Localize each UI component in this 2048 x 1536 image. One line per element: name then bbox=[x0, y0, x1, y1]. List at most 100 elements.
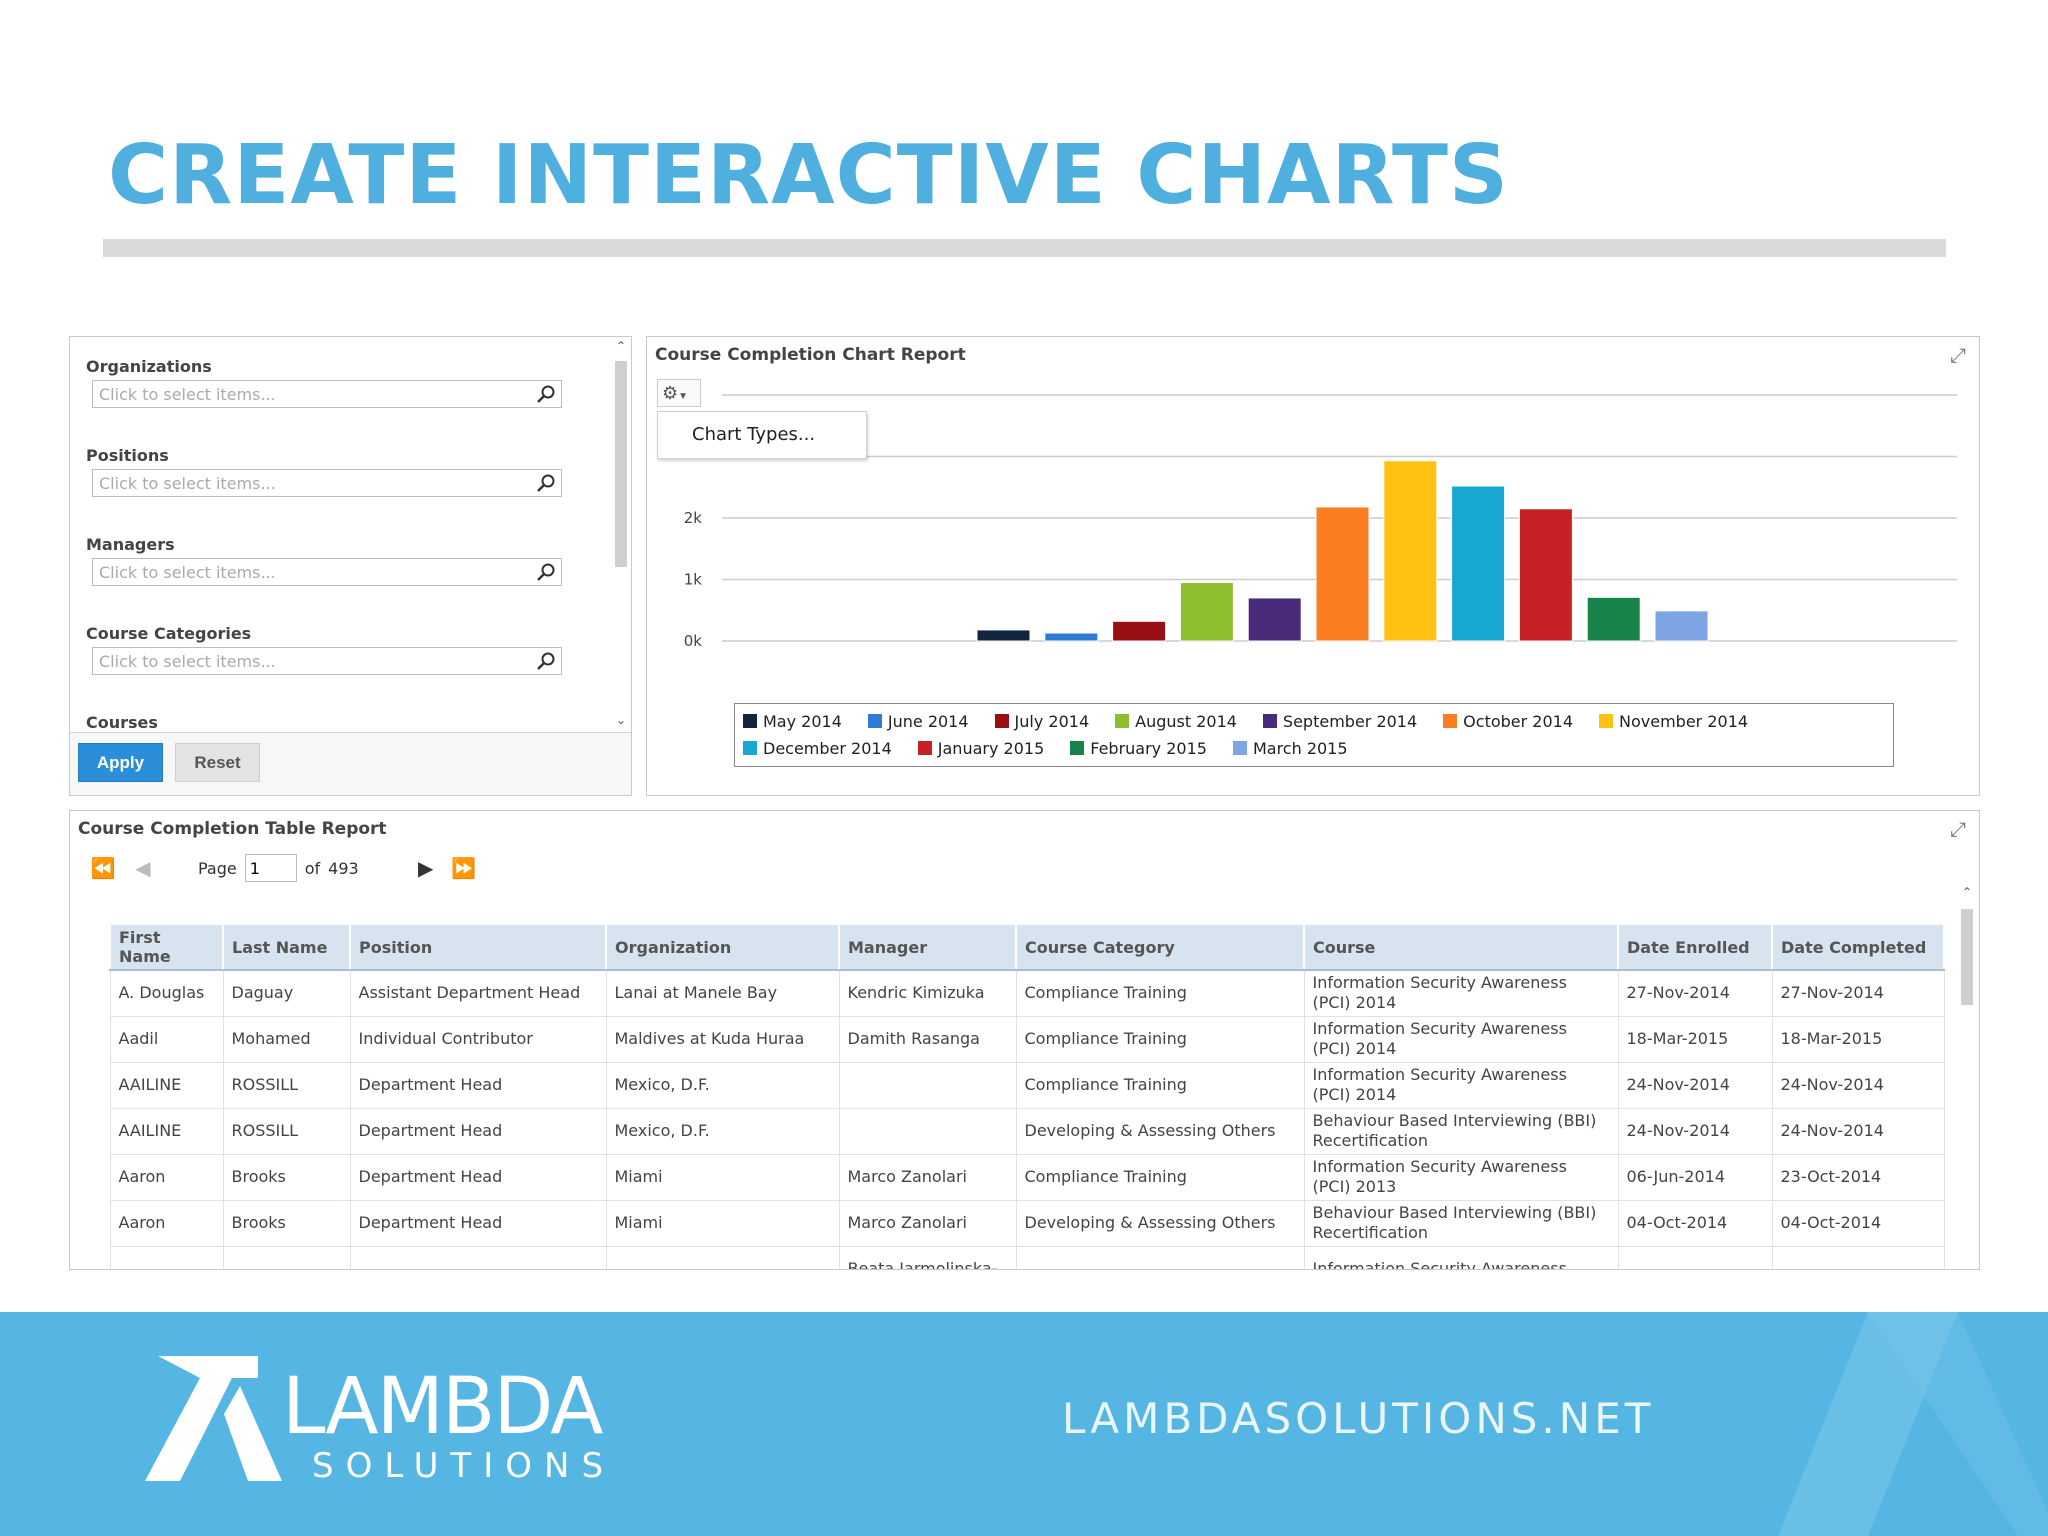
legend-item[interactable]: August 2014 bbox=[1115, 710, 1237, 732]
search-icon[interactable] bbox=[536, 473, 556, 493]
filter-label: Managers bbox=[86, 535, 175, 554]
chart-options-menu: Chart Types... bbox=[657, 411, 867, 459]
column-header[interactable]: Date Completed bbox=[1771, 923, 1945, 971]
filter-scrollbar[interactable]: ⌃ ⌄ bbox=[611, 339, 631, 731]
prev-page-icon[interactable]: ◀ bbox=[135, 856, 151, 880]
table-row[interactable]: Aaron Brooks Department Head Miami Marco Zan… bbox=[109, 1153, 1945, 1201]
table-cell bbox=[349, 1245, 607, 1269]
table-row[interactable]: Aaron Brooks Department Head Miami Marco Zan… bbox=[109, 1199, 1945, 1247]
table-cell: AAILINE bbox=[109, 1107, 224, 1155]
chart-bar[interactable] bbox=[1315, 506, 1370, 642]
legend-label: December 2014 bbox=[763, 738, 892, 758]
course-categories-input[interactable] bbox=[93, 648, 561, 674]
table-cell: Assistant Department Head bbox=[349, 969, 607, 1017]
table-cell bbox=[1617, 1245, 1773, 1269]
chart-bar[interactable] bbox=[1518, 508, 1573, 642]
legend-label: January 2015 bbox=[937, 738, 1045, 758]
table-row[interactable]: Aadil Mohamed Individual Contributor Maldiv… bbox=[109, 1015, 1945, 1063]
legend-item[interactable]: June 2014 bbox=[867, 710, 969, 732]
legend-item[interactable]: July 2014 bbox=[994, 710, 1089, 732]
legend-label: May 2014 bbox=[763, 711, 842, 731]
table-row[interactable]: AAILINE ROSSILL Department Head Mexico, D.F… bbox=[109, 1107, 1945, 1155]
column-header[interactable]: Course Category bbox=[1015, 923, 1305, 971]
legend-item[interactable]: October 2014 bbox=[1443, 710, 1573, 732]
table-cell: Developing & Assessing Others bbox=[1015, 1107, 1305, 1155]
table-cell bbox=[1771, 1245, 1945, 1269]
column-header[interactable]: First Name bbox=[109, 923, 224, 971]
filter-label: Course Categories bbox=[86, 624, 252, 643]
chart-bar[interactable] bbox=[1044, 632, 1099, 642]
chart-options-button[interactable]: ⚙▼ bbox=[657, 379, 701, 407]
chart-bar[interactable] bbox=[1383, 460, 1438, 642]
reset-button[interactable]: Reset bbox=[175, 743, 260, 782]
table-cell: Developing & Assessing Others bbox=[1015, 1199, 1305, 1247]
last-page-icon[interactable]: ⏩ bbox=[451, 856, 477, 880]
table-cell: 18-Mar-2015 bbox=[1617, 1015, 1773, 1063]
positions-input[interactable] bbox=[93, 470, 561, 496]
column-header[interactable]: Date Enrolled bbox=[1617, 923, 1773, 971]
column-header[interactable]: Last Name bbox=[222, 923, 351, 971]
table-scrollbar[interactable]: ⌃ bbox=[1957, 885, 1977, 1265]
table-cell: Miami bbox=[605, 1153, 840, 1201]
legend-swatch bbox=[1443, 714, 1458, 728]
table-cell bbox=[222, 1245, 351, 1269]
table-cell: Compliance Training bbox=[1015, 1061, 1305, 1109]
chart-types-menu-item[interactable]: Chart Types... bbox=[692, 424, 816, 445]
table-row[interactable]: A. Douglas Daguay Assistant Department Hea… bbox=[109, 969, 1945, 1017]
page-number-input[interactable] bbox=[244, 854, 297, 882]
legend-swatch bbox=[1115, 714, 1130, 728]
scroll-thumb[interactable] bbox=[1961, 909, 1973, 1005]
chart-bar[interactable] bbox=[1179, 582, 1234, 642]
legend-label: June 2014 bbox=[887, 711, 969, 731]
legend-item[interactable]: January 2015 bbox=[917, 737, 1045, 759]
column-header[interactable]: Course bbox=[1303, 923, 1619, 971]
website-url[interactable]: LAMBDASOLUTIONS.NET bbox=[1062, 1394, 1655, 1443]
table-row[interactable]: Beata Jarmolinska- Information Security A… bbox=[109, 1245, 1945, 1269]
legend-item[interactable]: December 2014 bbox=[743, 737, 892, 759]
table-cell: ROSSILL bbox=[222, 1061, 351, 1109]
column-header[interactable]: Position bbox=[349, 923, 607, 971]
legend-item[interactable]: November 2014 bbox=[1599, 710, 1748, 732]
chart-bar[interactable] bbox=[1586, 596, 1641, 642]
column-header[interactable]: Organization bbox=[605, 923, 840, 971]
chart-bar[interactable] bbox=[1654, 610, 1709, 642]
table-cell: Information Security Awareness (PCI) 201… bbox=[1303, 969, 1619, 1017]
scroll-down-icon[interactable]: ⌄ bbox=[615, 713, 627, 727]
table-cell: Compliance Training bbox=[1015, 969, 1305, 1017]
table-cell: Information Security Awareness (PCI) 201… bbox=[1303, 1153, 1619, 1201]
slide-title: CREATE INTERACTIVE CHARTS bbox=[108, 128, 1509, 223]
organizations-input-wrap bbox=[92, 380, 562, 408]
table-cell: Daguay bbox=[222, 969, 351, 1017]
legend-item[interactable]: February 2015 bbox=[1070, 737, 1207, 759]
table-panel-title: Course Completion Table Report bbox=[78, 819, 387, 839]
scroll-thumb[interactable] bbox=[615, 361, 627, 567]
expand-icon[interactable]: ⤢ bbox=[1950, 345, 1966, 367]
organizations-input[interactable] bbox=[93, 381, 561, 407]
scroll-up-icon[interactable]: ⌃ bbox=[1961, 885, 1973, 899]
chart-bar[interactable] bbox=[1112, 620, 1167, 642]
legend-item[interactable]: March 2015 bbox=[1232, 737, 1348, 759]
legend-label: October 2014 bbox=[1463, 711, 1574, 731]
filter-footer: Apply Reset bbox=[70, 732, 631, 795]
apply-button[interactable]: Apply bbox=[78, 743, 163, 782]
legend-item[interactable]: September 2014 bbox=[1262, 710, 1417, 732]
table-cell: Department Head bbox=[349, 1061, 607, 1109]
expand-icon[interactable]: ⤢ bbox=[1950, 819, 1966, 841]
managers-input[interactable] bbox=[93, 559, 561, 585]
chart-bar[interactable] bbox=[1247, 597, 1302, 642]
search-icon[interactable] bbox=[536, 384, 556, 404]
column-header[interactable]: Manager bbox=[838, 923, 1017, 971]
table-cell: Behaviour Based Interviewing (BBI) Recer… bbox=[1303, 1199, 1619, 1247]
chart-bar[interactable] bbox=[1451, 485, 1506, 642]
table-cell: ROSSILL bbox=[222, 1107, 351, 1155]
table-cell: Aadil bbox=[109, 1015, 224, 1063]
next-page-icon[interactable]: ▶ bbox=[418, 856, 434, 880]
chart-bar[interactable] bbox=[976, 629, 1031, 642]
scroll-up-icon[interactable]: ⌃ bbox=[615, 339, 627, 353]
table-cell: Damith Rasanga bbox=[838, 1015, 1017, 1063]
first-page-icon[interactable]: ⏪ bbox=[90, 856, 116, 880]
table-row[interactable]: AAILINE ROSSILL Department Head Mexico, D.F… bbox=[109, 1061, 1945, 1109]
legend-item[interactable]: May 2014 bbox=[743, 710, 842, 732]
search-icon[interactable] bbox=[536, 562, 556, 582]
search-icon[interactable] bbox=[536, 651, 556, 671]
